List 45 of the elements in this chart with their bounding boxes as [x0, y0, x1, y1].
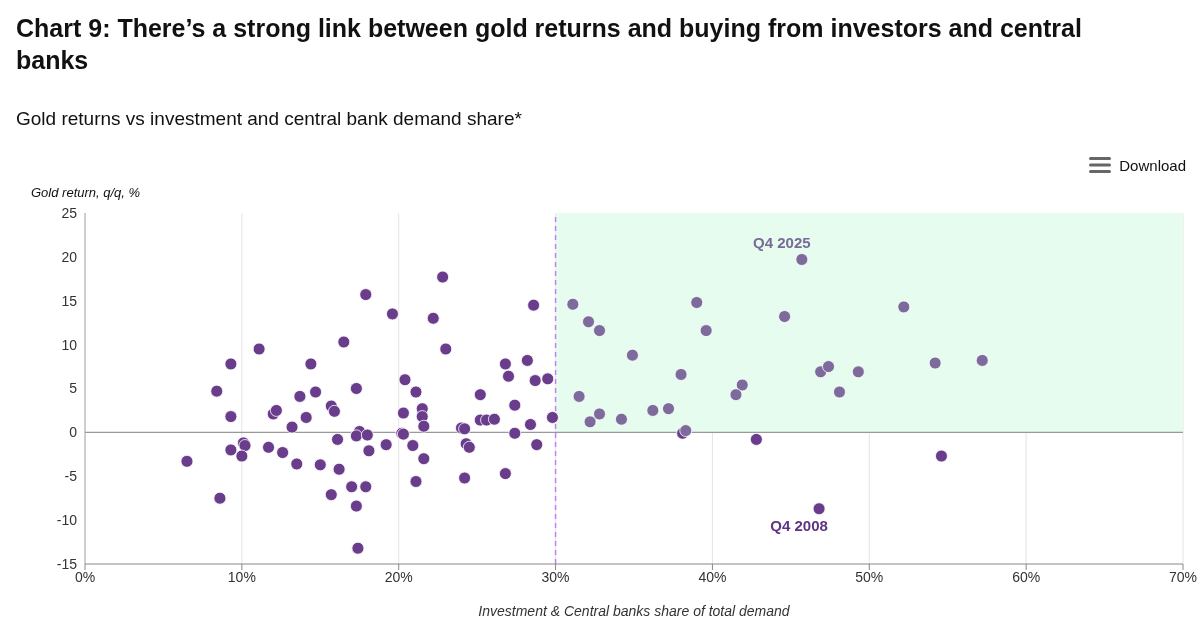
x-tick-label: 60% — [1012, 568, 1041, 585]
point — [646, 404, 660, 417]
point — [626, 348, 639, 362]
y-axis-title: Gold return, q/q, % — [31, 185, 141, 200]
x-tick-label: 20% — [384, 568, 413, 585]
point — [729, 388, 743, 402]
point — [735, 378, 749, 392]
point — [593, 407, 606, 421]
annotation: Q4 2025 — [753, 233, 811, 251]
x-tick-label: 40% — [698, 568, 727, 585]
point — [897, 300, 911, 314]
y-tick-label: -5 — [64, 468, 78, 485]
point — [699, 324, 713, 337]
y-tick-label: 25 — [61, 204, 78, 221]
point — [795, 253, 809, 266]
point — [851, 365, 865, 379]
y-tick-label: 0 — [69, 424, 78, 441]
point — [975, 354, 989, 367]
point — [615, 412, 628, 426]
point — [690, 296, 704, 309]
point — [928, 356, 942, 370]
annotation: Q4 2008 — [770, 517, 828, 535]
point — [572, 390, 586, 403]
x-tick-label: 50% — [855, 568, 884, 585]
point — [662, 402, 675, 416]
point — [822, 360, 835, 373]
point — [583, 415, 597, 429]
y-tick-label: 5 — [69, 380, 78, 397]
x-tick-label: 70% — [1168, 568, 1198, 585]
point — [778, 310, 791, 323]
chart-title: Chart 9: There’s a strong link between gold returns and buying from investors and central banks — [16, 13, 1083, 76]
point — [582, 315, 595, 329]
x-axis-title: Investment & Central banks share of total demand — [478, 603, 791, 619]
point — [833, 385, 846, 399]
y-tick-label: -10 — [56, 512, 78, 529]
y-tick-label: 15 — [61, 292, 78, 309]
chart-subtitle: Gold returns vs investment and central bank demand share* — [16, 108, 522, 130]
x-tick-label: 30% — [541, 568, 570, 585]
point — [566, 297, 580, 311]
point — [674, 368, 688, 381]
text: Download — [1119, 156, 1186, 174]
y-tick-label: 20 — [61, 248, 78, 265]
point — [593, 324, 606, 337]
x-tick-label: 10% — [227, 568, 256, 585]
y-tick-label: 10 — [61, 336, 78, 353]
